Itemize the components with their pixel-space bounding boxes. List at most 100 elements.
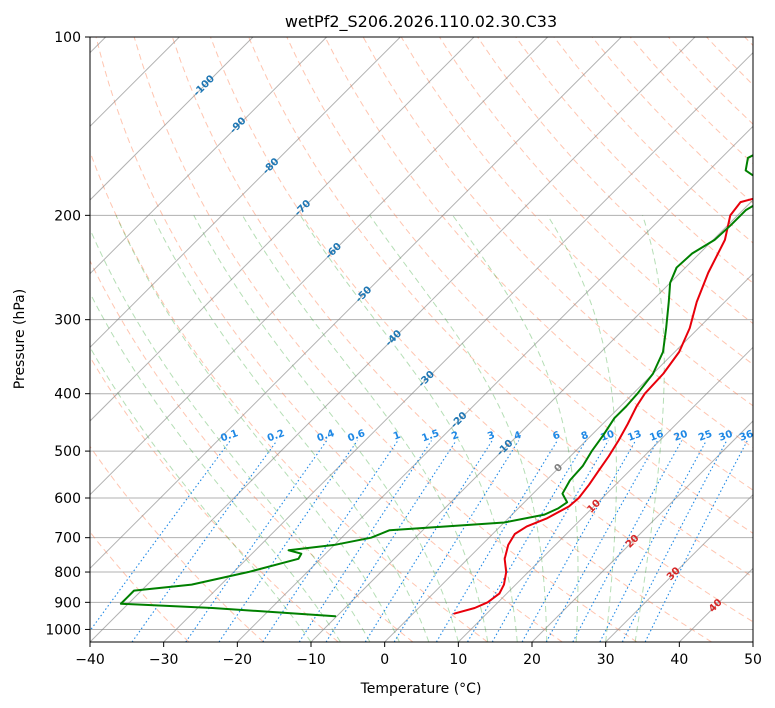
x-tick-label: 20 [523,652,541,668]
plot-frame [89,36,754,643]
mixing-ratio-line [262,440,399,642]
y-tick-label: 100 [54,30,81,46]
mixing-ratio-line [185,440,328,642]
x-tick-label: −30 [149,652,179,668]
mixing-ratio-label: 6 [551,430,561,443]
isotherm-line [90,37,622,570]
isotherm-line [90,37,475,422]
dry-adiabat [706,37,753,86]
moist-adiabat [547,215,617,642]
isotherm-line [90,37,328,275]
mixing-ratio-lines [90,440,748,642]
x-tick-label: −20 [223,652,253,668]
mixing-ratio-line [572,440,683,642]
isotherm-line [678,567,753,642]
mixing-ratio-label: 0.4 [316,428,336,444]
plot-area: 0.1 0.2 0.4 0.6 1 1.5 2 3 4 6 8 10 13 16 20 25 30 36-100-… [90,37,755,642]
x-tick-label: 40 [670,652,688,668]
dry-adiabat [90,445,264,642]
mixing-ratio-line [545,440,659,642]
mixing-ratio-line [218,440,358,642]
x-axis-label: Temperature (°C) [360,681,482,697]
x-axis: −40 −30 −20 −10 0 10 20 30 40 50 [75,642,762,668]
mixing-ratio-label: 20 [672,429,689,444]
dry-adiabats [90,37,753,642]
dry-adiabat [286,37,753,534]
dry-adiabat [744,37,753,47]
dry-adiabat [171,37,712,642]
mixing-ratio-line [131,440,278,642]
moist-adiabat [369,215,548,642]
isotherm-line [236,125,753,642]
mixing-ratio-line [599,440,707,642]
y-tick-label: 700 [54,531,81,547]
mixing-ratio-label: 0.1 [219,428,239,444]
isotherm-line [384,272,753,642]
x-tick-label: −40 [75,652,105,668]
mixing-ratio-label: 10 [599,429,616,444]
isotherm-line [310,199,753,642]
isotherm-line [531,420,753,642]
x-tick-label: 10 [449,652,467,668]
dry-adiabat [133,37,638,642]
moist-adiabat [90,291,341,642]
y-axis: 100 200 300 400 500 600 700 800 900 1000 [45,30,90,638]
y-tick-label: 600 [54,491,81,507]
mixing-ratio-label: 1 [392,430,402,443]
y-tick-label: 1000 [45,622,81,638]
moist-adiabat [634,215,665,642]
mixing-ratio-label: 36 [738,429,755,444]
dry-adiabat [515,37,753,284]
mixing-ratio-label: 2 [450,430,460,443]
isotherm-line [90,37,696,642]
moist-adiabat [299,215,518,642]
mixing-ratio-line [364,440,493,642]
temperature-line [453,197,753,615]
mixing-ratio-label: 30 [717,429,734,444]
mixing-ratio-line [521,440,637,642]
dry-adiabat [477,37,753,325]
isotherm-line [605,493,753,642]
mixing-ratio-line [90,440,231,632]
y-tick-label: 800 [54,565,81,581]
moist-adiabat [151,215,430,642]
dewpoint-line [119,154,753,618]
dry-adiabat [90,259,414,642]
dry-adiabat [90,531,190,642]
y-tick-label: 200 [54,208,81,224]
moist-adiabats [90,215,665,642]
mixing-ratio-line [393,440,520,642]
isotherm-line [752,641,753,642]
dry-adiabat [95,37,563,642]
skewed-isotherms [90,37,753,642]
y-tick-label: 900 [54,595,81,611]
moist-adiabat [90,346,312,642]
isotherm-line [163,51,753,642]
mixing-ratio-label: 13 [626,429,643,444]
dry-adiabat [90,356,339,642]
moist-adiabat [193,215,459,642]
x-tick-label: 30 [597,652,615,668]
y-tick-label: 500 [54,444,81,460]
isotherm-line [90,37,254,201]
mixing-ratio-label: 8 [580,430,590,443]
isotherm-line [457,346,753,642]
mixing-ratio-line [298,440,432,642]
chart-title: wetPf2_S206.2026.110.02.30.C33 [285,12,557,32]
dry-adiabat [210,37,753,623]
x-tick-label: 50 [744,652,762,668]
dry-adiabat [324,37,753,491]
mixing-ratio-label: 3 [486,430,496,443]
y-axis-label: Pressure (hPa) [12,289,28,389]
mixing-ratio-label: 16 [648,429,665,444]
dry-adiabat [248,37,753,578]
isotherm-line [90,37,549,496]
pressure-grid [90,37,753,630]
mixing-ratio-label: 0.2 [266,428,286,444]
dry-adiabat [90,150,488,642]
moist-adiabat [115,215,400,642]
x-tick-label: 0 [380,652,389,668]
profile-series [119,154,753,618]
moist-adiabat [452,215,579,642]
